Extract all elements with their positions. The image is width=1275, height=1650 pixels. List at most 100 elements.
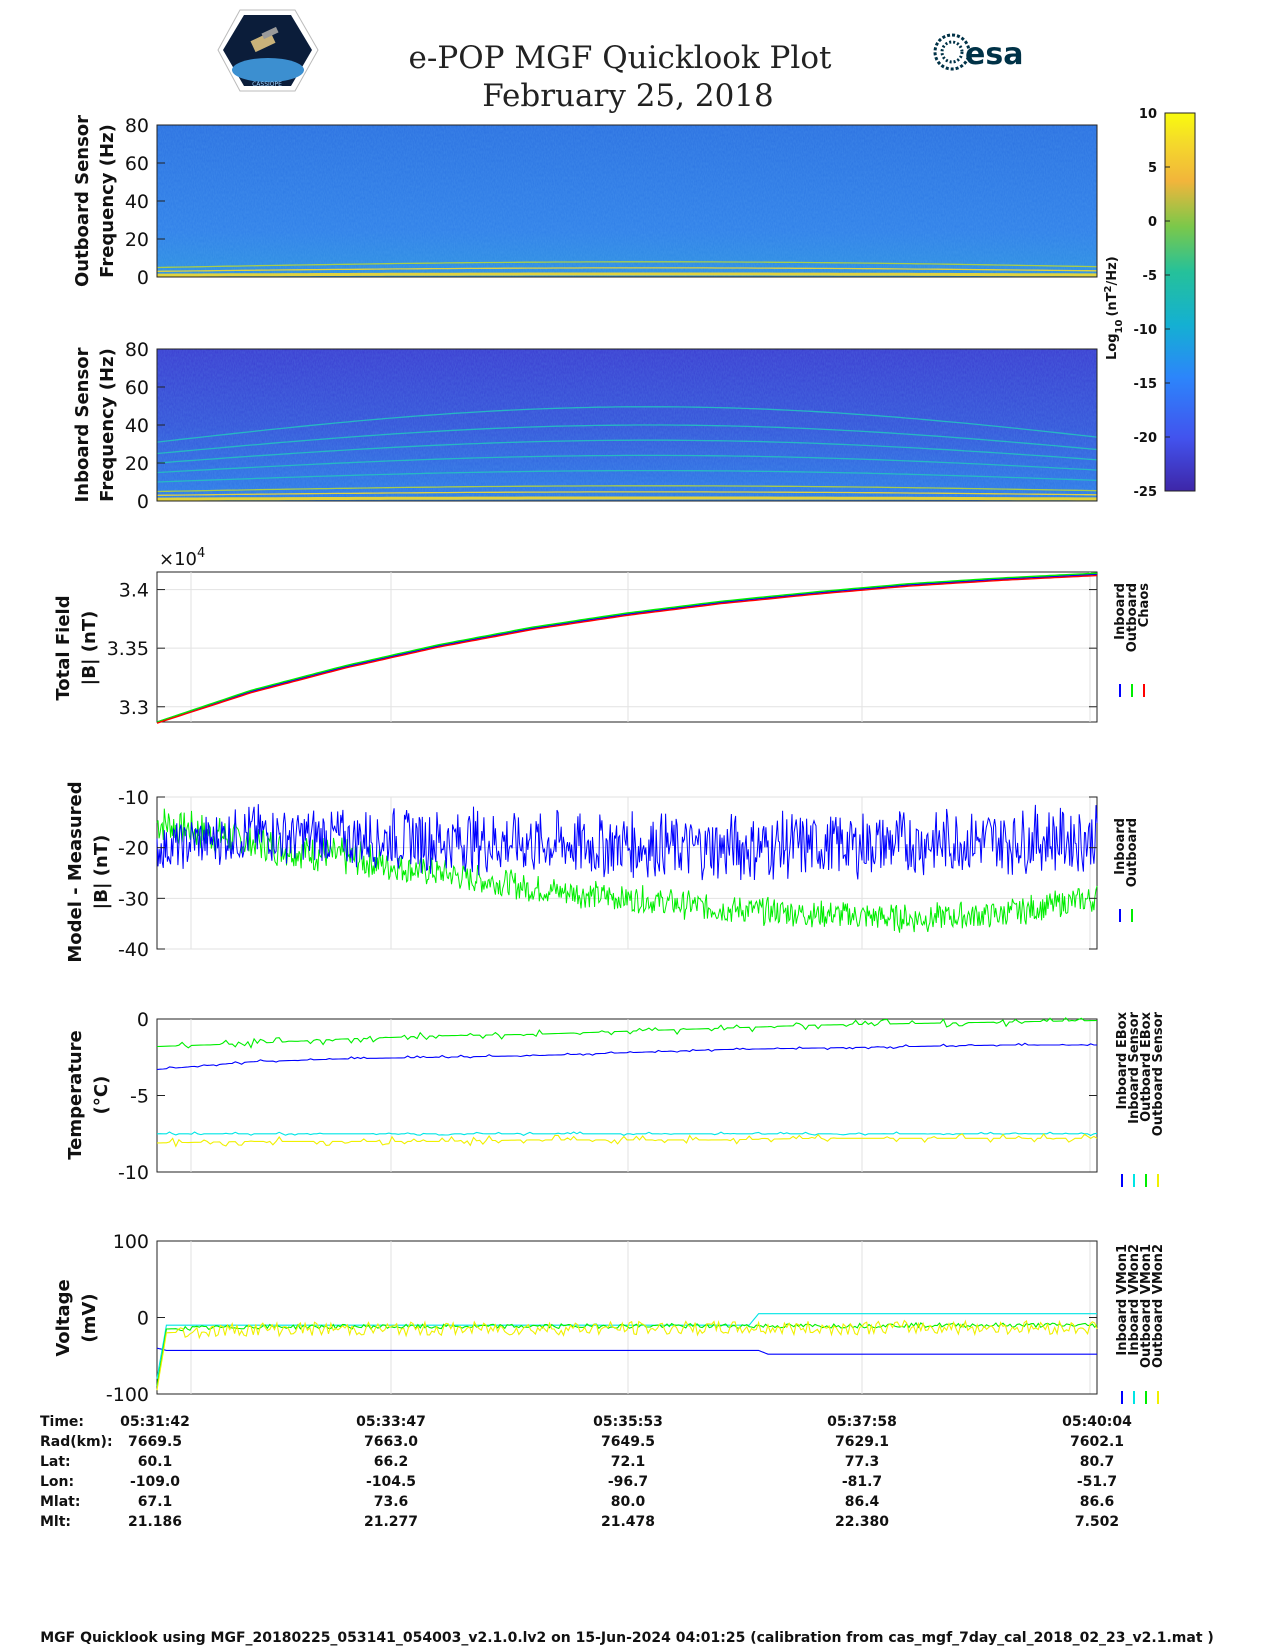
y-tick-label: 20 xyxy=(125,229,149,251)
ephemeris-value: -104.5 xyxy=(366,1474,416,1490)
y-tick-label: 0 xyxy=(137,267,149,289)
y-axis-label-line2: (°C) xyxy=(91,1076,112,1115)
y-tick-label: 3.35 xyxy=(107,638,149,660)
y-axis-label-line2: Frequency (Hz) xyxy=(97,348,118,502)
ephemeris-value: 86.6 xyxy=(1080,1494,1115,1510)
ephemeris-value: 80.0 xyxy=(611,1494,646,1510)
ephemeris-row-label: Lat: xyxy=(40,1454,71,1470)
harmonic-line xyxy=(156,485,1098,493)
ephemeris-value: 21.478 xyxy=(601,1514,655,1530)
series-line xyxy=(156,1347,1097,1355)
inboard-spectrogram: 0 20 40 60 80 Inboard Sensor Frequency (Hz) xyxy=(72,339,1098,513)
y-axis: 3.3 3.35 3.4 xyxy=(107,580,1097,719)
colorbar-tick-label: -25 xyxy=(1134,485,1158,500)
outboard-spectrogram: 0 20 40 60 80 Outboard Sensor Frequency (Hz) xyxy=(72,115,1098,289)
ephemeris-value: 7602.1 xyxy=(1070,1434,1124,1450)
plot-area xyxy=(156,1240,1098,1395)
harmonic-line xyxy=(156,261,1098,269)
colorbar-tick-label: -5 xyxy=(1143,269,1157,284)
ephemeris-value: -51.7 xyxy=(1077,1474,1117,1490)
y-axis-label-line1: Model - Measured xyxy=(65,781,86,962)
y-axis: 100 0 -100 xyxy=(106,1231,1097,1406)
legend-label: Outboard VMon2 xyxy=(1151,1244,1166,1368)
harmonic-line xyxy=(156,424,1098,455)
legend-label: Inboard VMon1 xyxy=(1115,1244,1130,1356)
spectrogram-noise xyxy=(157,125,1097,277)
y-tick-label: 60 xyxy=(125,377,149,399)
spectrogram-harmonics xyxy=(156,406,1098,501)
ephemeris-value: 72.1 xyxy=(611,1454,646,1470)
ephemeris-value: 7.502 xyxy=(1075,1514,1119,1530)
ephemeris-value: 05:33:47 xyxy=(356,1414,426,1430)
y-tick-label: -10 xyxy=(118,787,149,809)
y-tick-label: 0 xyxy=(137,1308,149,1330)
series-line-chaos xyxy=(156,574,1098,724)
harmonic-line xyxy=(156,406,1098,443)
legend-label: Inboard VMon2 xyxy=(1127,1244,1142,1356)
series-line-outboard xyxy=(156,808,1098,933)
ephemeris-row-label: Rad(km): xyxy=(40,1434,113,1450)
harmonic-line xyxy=(156,454,1098,474)
series-lines xyxy=(156,1313,1098,1391)
series-line xyxy=(157,1133,1098,1148)
harmonic-line xyxy=(156,439,1098,464)
y-tick-label: 60 xyxy=(125,153,149,175)
series-lines xyxy=(156,1017,1098,1148)
series-line-inboard xyxy=(156,573,1098,723)
series-line-inboard xyxy=(156,804,1098,881)
ephemeris-value: 66.2 xyxy=(374,1454,409,1470)
voltage-panel: 100 0 -100 Voltage (mV) Inboard VMon1Inboa… xyxy=(53,1231,1166,1406)
y-axis: 0 -5 -10 xyxy=(118,1009,1097,1184)
spectrogram-y-axis: 0 20 40 60 80 xyxy=(125,115,1098,289)
ephemeris-value: 77.3 xyxy=(845,1454,880,1470)
colorbar: 10 5 0 -5 -10 -15 -20 -25 Log10(nT2/Hz) xyxy=(1103,107,1196,500)
y-tick-label: 3.4 xyxy=(119,580,149,602)
harmonic-line xyxy=(157,496,1097,501)
y-tick-label: -30 xyxy=(118,888,149,910)
series-line-outboard xyxy=(156,572,1098,723)
ephemeris-value: 7629.1 xyxy=(835,1434,889,1450)
colorbar-tick-label: -15 xyxy=(1134,377,1158,392)
y-axis-label-line2: |B| (nT) xyxy=(91,835,112,910)
y-tick-label: 80 xyxy=(125,115,149,137)
y-tick-label: -100 xyxy=(106,1384,149,1406)
legend-label: Outboard VMon1 xyxy=(1139,1244,1154,1368)
ephemeris-value: 05:40:04 xyxy=(1062,1414,1132,1430)
legend-label: Inboard xyxy=(1113,818,1128,875)
y-tick-label: -5 xyxy=(130,1086,149,1108)
ephemeris-value: 05:31:42 xyxy=(120,1414,190,1430)
model-measured-panel: -10 -20 -30 -40 Model - Measured |B| (nT) I… xyxy=(65,781,1140,962)
esa-logo-text: esa xyxy=(965,37,1023,72)
y-tick-label: 20 xyxy=(125,453,149,475)
harmonic-line xyxy=(156,267,1098,272)
legend-label: Chaos xyxy=(1137,583,1152,627)
esa-logo: esa xyxy=(933,33,1023,72)
ephemeris-value: -81.7 xyxy=(842,1474,882,1490)
ephemeris-row-label: Mlat: xyxy=(40,1494,80,1510)
y-axis-label-line1: Outboard Sensor xyxy=(72,115,93,287)
legend-label: Outboard Sensor xyxy=(1151,1011,1166,1136)
harmonic-line xyxy=(156,469,1098,483)
ephemeris-table: Time: 05:31:42 05:33:47 05:35:53 05:37:58 05:… xyxy=(40,1414,1132,1530)
y-tick-label: 0 xyxy=(137,491,149,513)
plot-area xyxy=(156,571,1098,723)
y-axis-label-line1: Voltage xyxy=(53,1279,74,1356)
cassiope-logo-text: CASSIOPE xyxy=(252,81,282,88)
ephemeris-value: -96.7 xyxy=(608,1474,648,1490)
y-axis-label-line2: |B| (nT) xyxy=(79,611,100,686)
plot-area xyxy=(156,1018,1098,1173)
series-line xyxy=(156,1042,1097,1071)
y-axis-label-line2: Frequency (Hz) xyxy=(97,124,118,278)
y-tick-label: 40 xyxy=(125,415,149,437)
legend-label: Inboard xyxy=(1113,583,1128,640)
footer-note: MGF Quicklook using MGF_20180225_053141_… xyxy=(40,1630,1214,1646)
ephemeris-value: 05:35:53 xyxy=(593,1414,663,1430)
y-axis: -10 -20 -30 -40 xyxy=(118,787,1097,961)
harmonic-line xyxy=(156,491,1098,496)
y-tick-label: 80 xyxy=(125,339,149,361)
ephemeris-value: 67.1 xyxy=(138,1494,173,1510)
y-axis-label-line1: Inboard Sensor xyxy=(72,347,93,502)
